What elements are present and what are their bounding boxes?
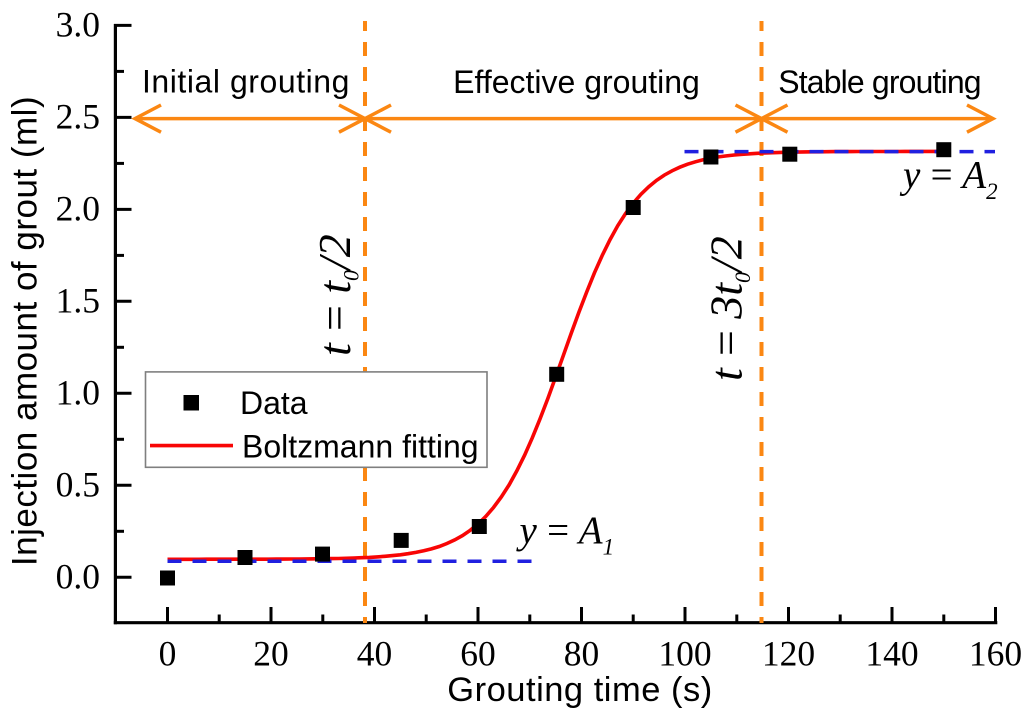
svg-text:Boltzmann fitting: Boltzmann fitting [242, 428, 479, 464]
svg-text:0.5: 0.5 [56, 465, 100, 505]
svg-text:40: 40 [357, 634, 393, 674]
svg-text:0.0: 0.0 [56, 557, 100, 597]
svg-text:t = 3t0/2: t = 3t0/2 [701, 236, 756, 381]
svg-text:Data: Data [240, 385, 308, 421]
svg-text:60: 60 [460, 634, 496, 674]
svg-text:y = A2: y = A2 [899, 154, 998, 204]
svg-text:Effective grouting: Effective grouting [453, 64, 700, 100]
svg-text:140: 140 [865, 634, 918, 674]
svg-text:2.0: 2.0 [56, 189, 100, 229]
svg-text:120: 120 [762, 634, 815, 674]
svg-text:y = A1: y = A1 [516, 509, 615, 559]
svg-text:t = t0/2: t = t0/2 [309, 234, 364, 356]
svg-text:80: 80 [564, 634, 600, 674]
svg-text:1.0: 1.0 [56, 373, 100, 413]
svg-text:0: 0 [159, 634, 177, 674]
svg-text:3.0: 3.0 [56, 5, 100, 45]
svg-text:Injection amount of grout (ml): Injection amount of grout (ml) [6, 96, 45, 566]
svg-text:160: 160 [969, 634, 1022, 674]
svg-text:Stable grouting: Stable grouting [778, 64, 981, 100]
svg-text:1.5: 1.5 [56, 281, 100, 321]
svg-text:20: 20 [253, 634, 289, 674]
svg-text:Initial grouting: Initial grouting [142, 64, 350, 100]
svg-text:2.5: 2.5 [56, 97, 100, 137]
svg-text:Grouting time (s): Grouting time (s) [447, 671, 712, 709]
svg-text:100: 100 [658, 634, 711, 674]
